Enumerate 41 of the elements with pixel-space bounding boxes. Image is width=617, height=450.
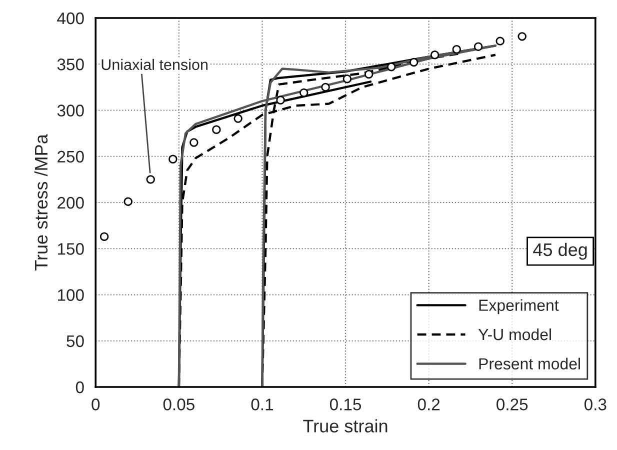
y-tick-label: 150 (58, 243, 84, 255)
point (124, 197, 132, 206)
annotation: Uniaxial tension (102, 58, 208, 70)
point (496, 36, 504, 46)
y-tick-label: 100 (58, 289, 84, 301)
y-tick-label: 300 (57, 104, 84, 116)
legend-label: Present model (479, 358, 580, 370)
point (168, 154, 178, 164)
annotation: 45 deg (533, 242, 587, 260)
y-tick-label: 50 (66, 335, 84, 348)
x-tick-label: 0.15 (330, 398, 362, 410)
point (518, 32, 526, 41)
point (409, 58, 418, 67)
point (234, 114, 242, 123)
point (430, 50, 440, 60)
point (146, 175, 155, 184)
legend-label: Experiment (479, 299, 559, 314)
y-tick-label: 200 (58, 196, 84, 209)
legend-label: Y-U model (478, 328, 551, 340)
y-tick-label: 250 (58, 150, 84, 163)
point (212, 125, 221, 134)
y-tick-label: 350 (57, 58, 84, 70)
y-tick-label: 400 (57, 12, 84, 24)
x-tick-label: 0.05 (163, 398, 194, 410)
point (276, 96, 285, 104)
y-tick-label: 0 (76, 381, 84, 394)
point (321, 82, 330, 92)
x-tick-label: 0.2 (418, 398, 440, 410)
x-axis-title: True strain (303, 419, 388, 432)
x-tick-label: 0.1 (251, 398, 273, 410)
point (386, 62, 396, 72)
point (474, 42, 483, 51)
x-tick-label: 0 (92, 398, 100, 410)
x-tick-label: 0.25 (496, 398, 528, 410)
x-tick-label: 0.3 (584, 398, 606, 410)
point (452, 44, 462, 54)
point (364, 70, 374, 79)
point (100, 232, 109, 241)
y-axis-title: True stress /MPa (34, 134, 48, 270)
point (342, 74, 352, 84)
point (190, 138, 198, 147)
